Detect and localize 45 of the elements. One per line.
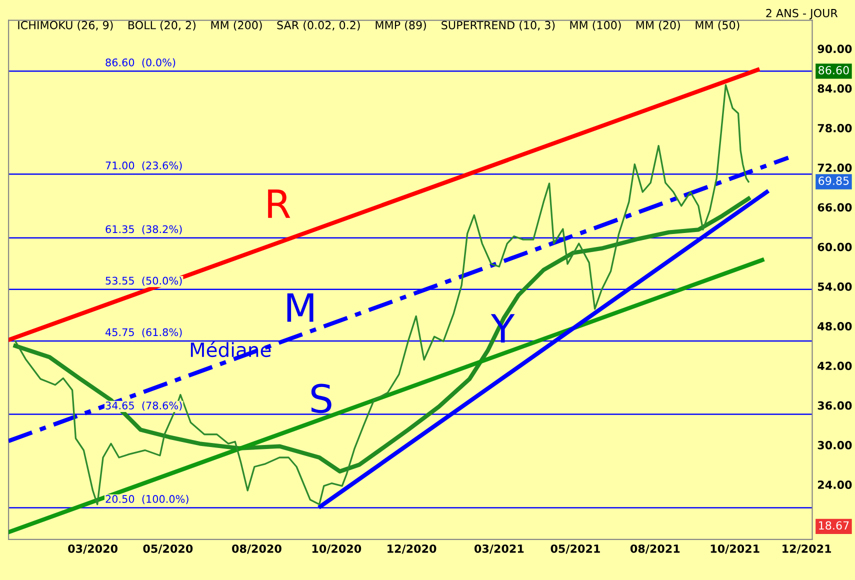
annotation: MM (20) [636,20,680,31]
ref-line-label: 20.50 (100.0%) [106,494,188,504]
x-tick-label: 12/2020 [388,544,436,554]
y-tick-label: 66.00 [818,203,852,212]
y-tick-label: 78.00 [818,124,852,132]
annotation: MM (100) [570,20,621,31]
x-tick-label: 03/2021 [474,544,524,554]
x-tick-label: 05/2021 [550,544,600,554]
ref-line-label: 53.55 (50.0%) [106,276,182,286]
y-tick-label: 48.00 [818,322,852,330]
annotation: SUPERTREND (10, 3) [442,20,555,31]
annotation: MMP (89) [376,20,426,31]
y-tick-label: 36.00 [818,401,852,410]
ref-line-label: 86.60 (0.0%) [106,58,176,68]
y-tick-label: 30.00 [818,440,852,450]
annotation: BOLL (20, 2) [128,20,196,31]
y-tick-label: 24.00 [818,480,852,489]
y-tick-label: 72.00 [818,164,852,172]
x-tick-label: 05/2020 [143,544,193,554]
annotation: M [287,293,314,322]
ref-line-label: 61.35 (38.2%) [106,225,182,234]
x-tick-label: 08/2021 [630,544,680,554]
annotation: R [268,190,290,218]
ref-line-label: 71.00 (23.6%) [106,161,182,171]
annotation: MM (50) [696,20,740,31]
ref-line-label: 34.65 (78.6%) [106,401,182,411]
ref-line-label: 45.75 (61.8%) [106,328,182,338]
annotation: ICHIMOKU (26, 9) [18,20,113,31]
annotation: MM (200) [211,20,262,31]
annotation: SAR (0.02, 0.2) [277,20,360,31]
text: 18.67 [819,521,849,530]
x-tick-label: 10/2020 [312,544,362,554]
x-tick-label: 12/2021 [782,544,832,554]
annotation: S [311,384,332,414]
y-tick-label: 90.00 [818,44,852,54]
x-tick-label: 10/2021 [710,544,760,554]
text: 86.60 [818,66,849,74]
y-tick-label: 60.00 [818,242,852,252]
y-tick-label: 84.00 [818,84,852,93]
y-tick-label: 42.00 [818,362,852,370]
y-tick-label: 54.00 [818,282,852,291]
x-tick-label: 03/2020 [68,544,118,554]
text: 69.85 [818,176,849,185]
chart-subtitle: 2 ANS - JOUR [766,8,838,20]
x-tick-label: 08/2020 [232,544,282,554]
